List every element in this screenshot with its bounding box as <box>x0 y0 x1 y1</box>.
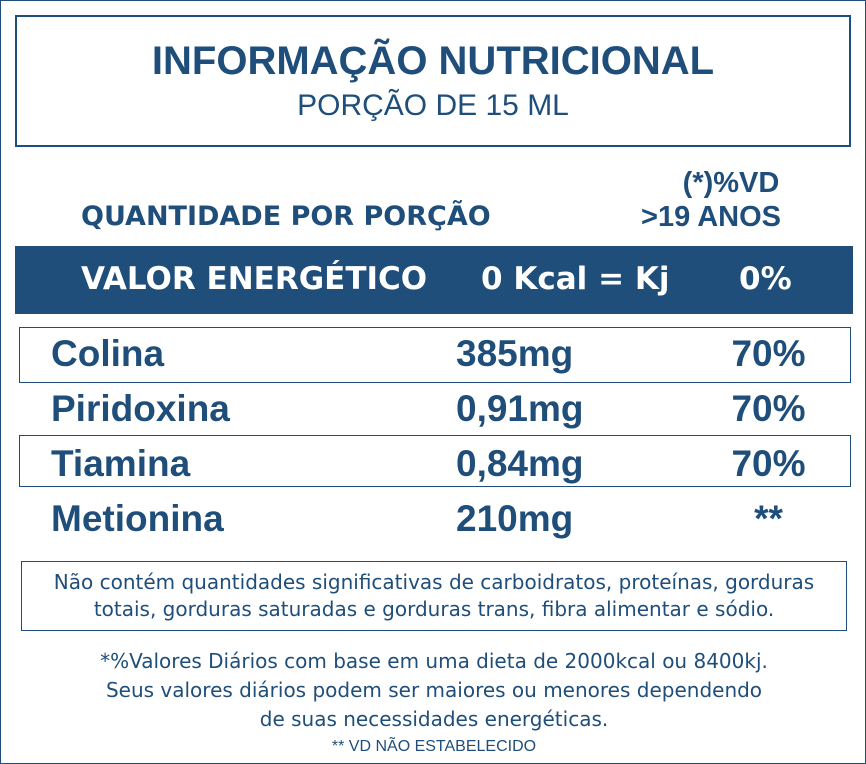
subtitle: PORÇÃO DE 15 ML <box>297 89 569 122</box>
nutrient-amount: 0,91mg <box>456 388 584 429</box>
title-box <box>15 15 851 147</box>
nutrient-amount: 210mg <box>456 498 574 539</box>
energy-label: VALOR ENERGÉTICO <box>81 261 428 297</box>
nutrient-amount: 0,84mg <box>456 443 584 484</box>
nutrient-name: Piridoxina <box>51 388 230 429</box>
nutrient-vd: ** <box>754 498 783 539</box>
footnote: Seus valores diários podem ser maiores o… <box>105 678 763 702</box>
energy-bar <box>15 246 853 314</box>
notes-line: totais, gorduras saturadas e gorduras tr… <box>93 597 775 621</box>
nutrient-name: Colina <box>51 333 165 374</box>
energy-vd: 0% <box>739 261 792 297</box>
row-box <box>19 327 851 383</box>
not-established: ** VD NÃO ESTABELECIDO <box>331 738 537 755</box>
quantity-header: QUANTIDADE POR PORÇÃO <box>81 201 491 232</box>
nutrient-vd: 70% <box>731 443 806 484</box>
nutrient-vd: 70% <box>731 388 806 429</box>
nutrient-name: Metionina <box>51 498 224 539</box>
nutrient-amount: 385mg <box>456 333 574 374</box>
row-box <box>19 435 851 487</box>
energy-amount: 0 Kcal = Kj <box>481 261 670 297</box>
notes-line: Não contém quantidades significativas de… <box>53 570 815 594</box>
title: INFORMAÇÃO NUTRICIONAL <box>151 39 715 83</box>
footnote: *%Valores Diários com base em uma dieta … <box>100 649 768 673</box>
nutrient-name: Tiamina <box>51 443 191 484</box>
footnote: de suas necessidades energéticas. <box>259 707 609 731</box>
notes-box <box>21 561 847 631</box>
vd-header: (*)%VD <box>682 167 780 199</box>
vd-header: >19 ANOS <box>641 201 781 233</box>
nutrient-vd: 70% <box>731 333 806 374</box>
